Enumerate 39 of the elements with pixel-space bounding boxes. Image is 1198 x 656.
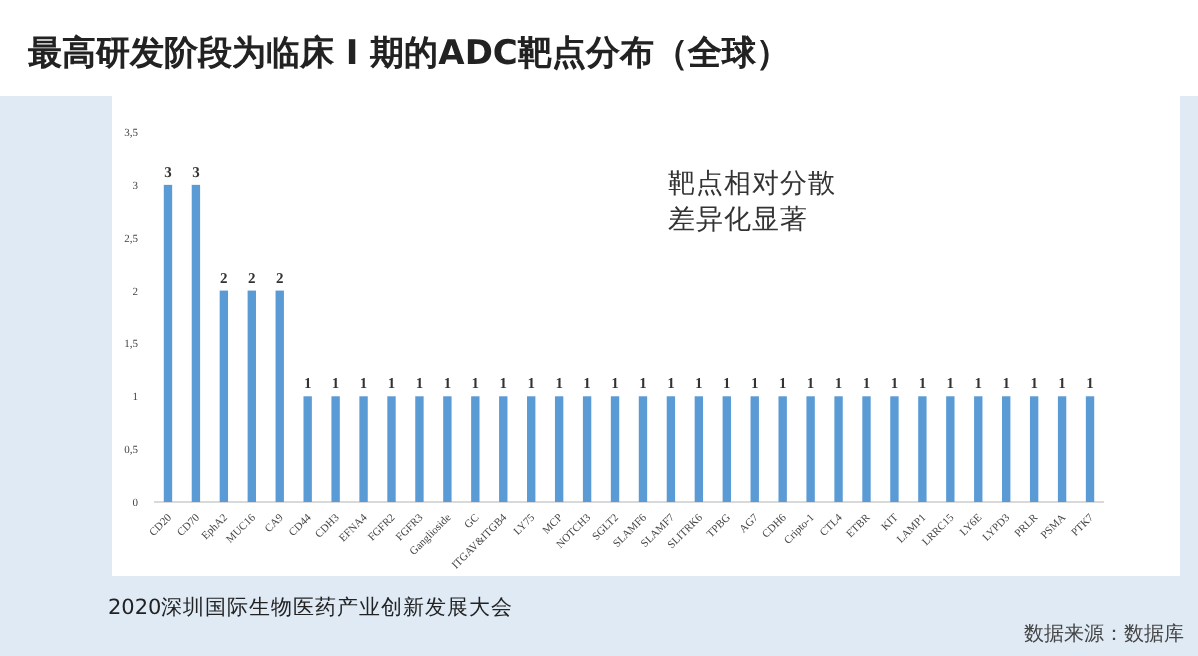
bar — [359, 396, 368, 502]
annotation: 靶点相对分散 — [668, 168, 836, 200]
bar — [582, 396, 592, 502]
bar — [694, 396, 704, 502]
bar — [918, 396, 927, 502]
chart-title: 最高研发阶段为临床 I 期的ADC靶点分布（全球） — [26, 34, 790, 74]
bar — [1029, 396, 1039, 502]
bar — [974, 396, 983, 502]
bar — [191, 184, 201, 502]
bar — [331, 396, 340, 502]
bar — [750, 396, 759, 502]
bar — [890, 396, 899, 502]
bar — [219, 290, 229, 502]
bar — [1002, 396, 1011, 502]
bar — [806, 396, 815, 502]
bar — [666, 396, 676, 502]
bar — [946, 396, 955, 502]
bar — [471, 396, 480, 502]
bar — [1057, 396, 1067, 502]
bar — [303, 396, 312, 502]
bar — [443, 396, 452, 502]
bar — [275, 290, 284, 502]
bar — [527, 396, 536, 502]
annotation: 差异化显著 — [668, 204, 808, 236]
bar — [554, 396, 564, 502]
bar — [499, 396, 508, 502]
bar — [247, 290, 256, 502]
source-note: 数据来源：数据库 — [1024, 622, 1184, 646]
bar — [638, 396, 648, 502]
bar — [722, 396, 731, 502]
bar — [834, 396, 843, 502]
bar — [610, 396, 620, 502]
bar — [387, 396, 396, 502]
bar — [163, 184, 173, 502]
bar — [415, 396, 424, 502]
bar — [778, 396, 787, 502]
text: 2020深圳国际生物医药产业创新发展大会 — [108, 594, 514, 620]
bar — [1085, 396, 1095, 502]
bar — [862, 396, 871, 502]
